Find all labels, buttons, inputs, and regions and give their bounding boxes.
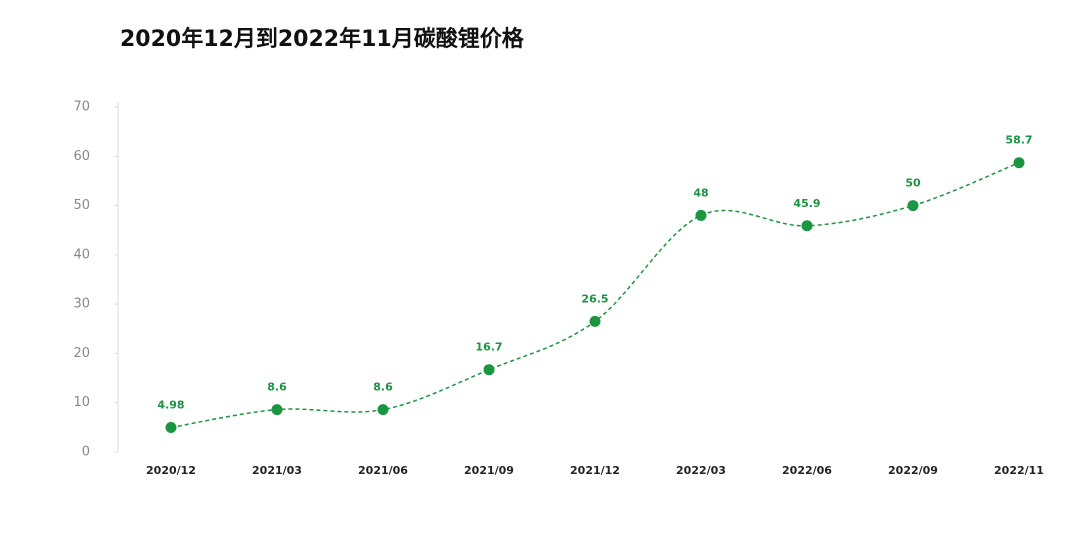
y-tick-label: 10: [73, 395, 90, 410]
value-label: 26.5: [581, 292, 608, 305]
value-label: 8.6: [373, 381, 393, 394]
y-tick-label: 20: [73, 346, 90, 361]
x-tick-label: 2021/12: [570, 464, 620, 477]
x-tick-label: 2021/03: [252, 464, 302, 477]
point: [165, 421, 177, 433]
chart-title: 2020年12月到2022年11月碳酸锂价格: [120, 26, 525, 52]
value-label: 45.9: [793, 197, 820, 210]
point: [695, 209, 707, 221]
value-label: 50: [905, 177, 921, 190]
point: [589, 315, 601, 327]
y-tick-label: 60: [73, 149, 90, 164]
x-tick-label: 2022/06: [782, 464, 832, 477]
point: [483, 364, 495, 376]
point: [907, 200, 919, 212]
point: [801, 220, 813, 232]
y-tick-label: 30: [73, 297, 90, 312]
x-tick-label: 2020/12: [146, 464, 196, 477]
value-label: 58.7: [1005, 134, 1032, 147]
x-tick-label: 2022/11: [994, 464, 1044, 477]
value-label: 48: [693, 186, 708, 199]
point: [271, 404, 283, 416]
y-tick-label: 50: [73, 198, 90, 213]
value-label: 4.98: [157, 398, 184, 411]
x-tick-label: 2022/03: [676, 464, 726, 477]
x-tick-label: 2021/09: [464, 464, 514, 477]
value-label: 8.6: [267, 381, 287, 394]
y-tick-label: 40: [73, 247, 90, 262]
x-tick-label: 2021/06: [358, 464, 408, 477]
point: [377, 404, 389, 416]
y-tick-label: 70: [73, 100, 90, 115]
point: [1013, 157, 1025, 169]
value-label: 16.7: [475, 341, 502, 354]
y-tick-label: 0: [82, 445, 90, 460]
x-tick-label: 2022/09: [888, 464, 938, 477]
